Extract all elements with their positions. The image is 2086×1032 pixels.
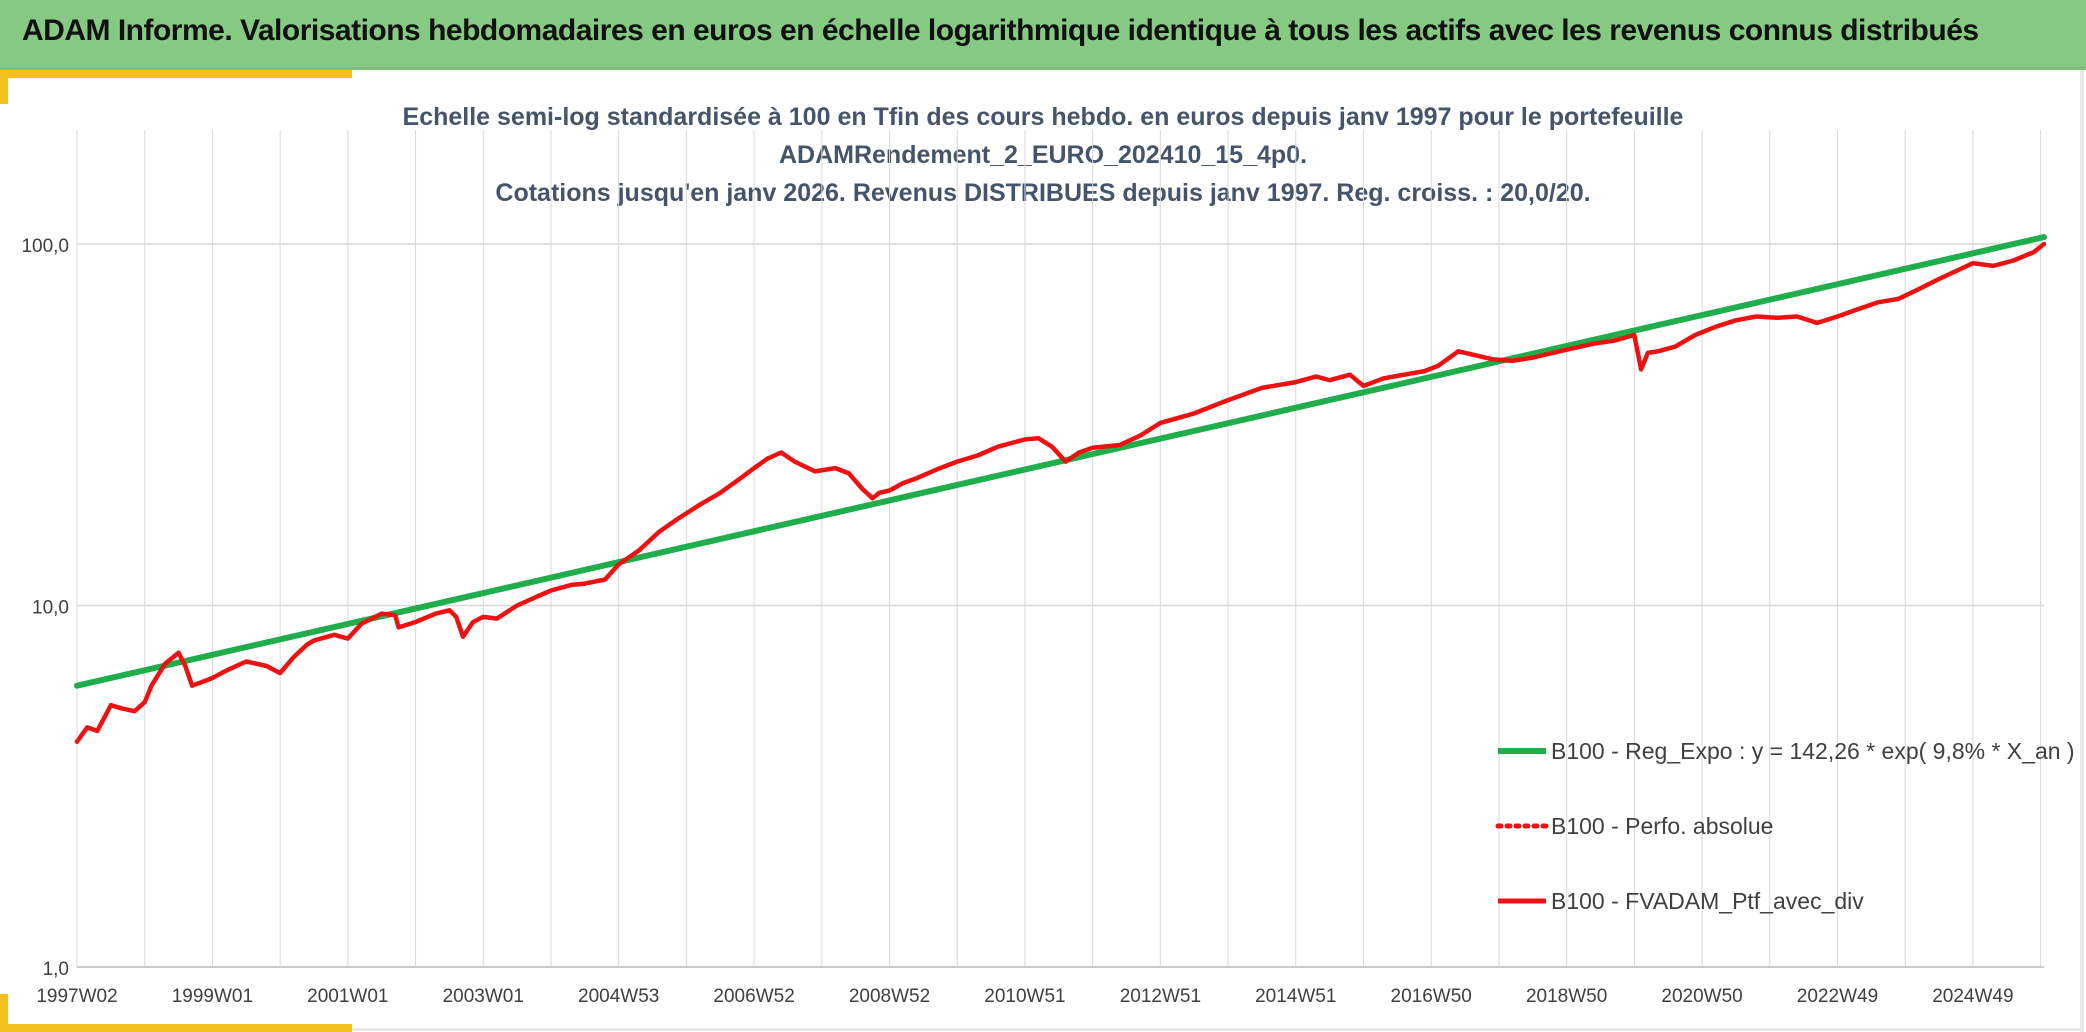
chart-title-line-3: Cotations jusqu'en janv 2026. Revenus DI… bbox=[495, 179, 1591, 207]
portfolio-line bbox=[74, 241, 2047, 744]
accent-bar-top bbox=[0, 70, 352, 78]
accent-bar-left-top bbox=[0, 70, 8, 104]
frame-border-bottom bbox=[352, 1028, 2084, 1031]
x-tick-label: 2010W51 bbox=[984, 986, 1065, 1007]
x-tick-label: 2001W01 bbox=[307, 986, 388, 1007]
regression-line bbox=[74, 234, 2047, 689]
x-tick-label: 2016W50 bbox=[1391, 986, 1472, 1007]
frame-border-right bbox=[2080, 70, 2084, 1032]
chart-title-line-1: Echelle semi-log standardisée à 100 en T… bbox=[402, 103, 1684, 131]
y-tick-label: 10,0 bbox=[32, 598, 69, 619]
legend-label: B100 - FVADAM_Ptf_avec_div bbox=[1551, 888, 1864, 914]
x-tick-label: 2008W52 bbox=[849, 986, 930, 1007]
x-tick-label: 2014W51 bbox=[1255, 986, 1336, 1007]
chart-title-line-2: ADAMRendement_2_EURO_202410_15_4p0. bbox=[778, 141, 1308, 169]
x-tick-label: 2022W49 bbox=[1797, 986, 1878, 1007]
accent-bar-bottom bbox=[0, 1024, 352, 1032]
x-tick-label: 1997W02 bbox=[36, 986, 117, 1007]
accent-bar-left-bottom bbox=[0, 994, 8, 1032]
x-tick-label: 2003W01 bbox=[443, 986, 524, 1007]
y-tick-label: 100,0 bbox=[21, 236, 69, 257]
header-banner: ADAM Informe. Valorisations hebdomadaire… bbox=[0, 0, 2086, 70]
legend-label: B100 - Reg_Expo : y = 142,26 * exp( 9,8%… bbox=[1551, 738, 2075, 764]
x-tick-label: 2018W50 bbox=[1526, 986, 1607, 1007]
page-title: ADAM Informe. Valorisations hebdomadaire… bbox=[22, 14, 1979, 47]
x-tick-label: 2004W53 bbox=[578, 986, 659, 1007]
x-tick-label: 2024W49 bbox=[1932, 986, 2013, 1007]
x-tick-label: 2020W50 bbox=[1661, 986, 1742, 1007]
x-tick-label: 2006W52 bbox=[713, 986, 794, 1007]
x-tick-label: 2012W51 bbox=[1120, 986, 1201, 1007]
x-tick-label: 1999W01 bbox=[172, 986, 253, 1007]
y-tick-label: 1,0 bbox=[43, 959, 69, 980]
legend-label: B100 - Perfo. absolue bbox=[1551, 813, 1773, 839]
